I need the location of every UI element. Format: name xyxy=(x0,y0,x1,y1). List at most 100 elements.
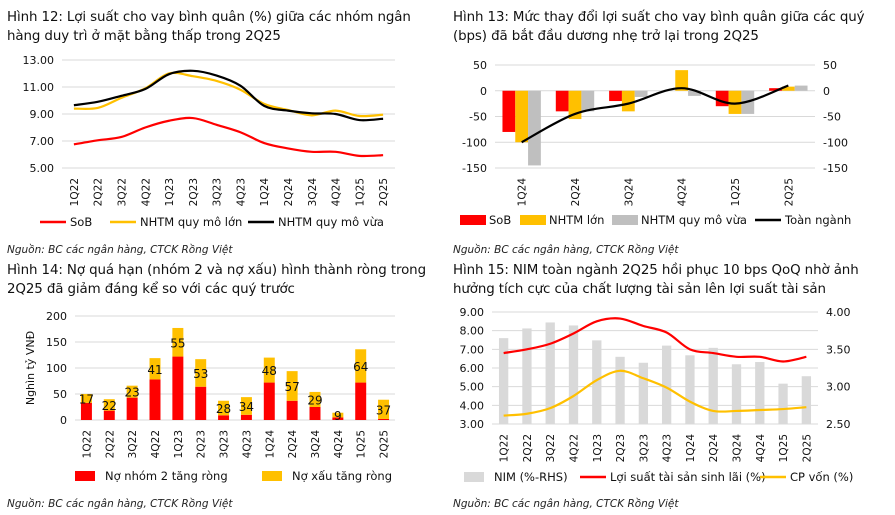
bar xyxy=(778,383,788,424)
x-tick-label: 2Q25 xyxy=(801,434,813,462)
bar-segment xyxy=(80,402,92,420)
y2-tick-label: 4.00 xyxy=(826,306,851,319)
legend-swatch xyxy=(464,472,484,482)
legend-label: NIM (%-RHS) xyxy=(494,470,568,484)
legend-label: NHTM lớn xyxy=(549,213,604,227)
bar xyxy=(675,70,689,91)
x-tick-label: 4Q23 xyxy=(662,434,674,462)
y2-tick-label: 0 xyxy=(823,85,830,98)
x-tick-label: 2Q24 xyxy=(570,178,582,207)
x-tick-label: 3Q22 xyxy=(545,434,557,462)
bar xyxy=(498,338,509,424)
bar xyxy=(685,355,695,424)
bar-segment xyxy=(263,382,275,420)
bar-segment xyxy=(218,415,230,420)
x-tick-label: 3Q22 xyxy=(116,178,128,206)
y-tick-label: 5.00 xyxy=(460,381,485,394)
bar xyxy=(728,90,742,114)
series-line xyxy=(503,369,807,417)
bar xyxy=(502,90,516,132)
bar xyxy=(621,90,635,112)
x-tick-label: 3Q23 xyxy=(219,430,231,458)
bar xyxy=(634,90,648,97)
figure-15-title: Hình 15: NIM toàn ngành 2Q25 hồi phục 10… xyxy=(453,263,859,297)
figure-14-title: Hình 14: Nợ quá hạn (nhóm 2 và nợ xấu) h… xyxy=(7,263,426,297)
y-tick-label: 100 xyxy=(46,362,67,375)
data-label: 48 xyxy=(262,364,277,378)
bar-segment xyxy=(355,382,367,420)
legend-label: SoB xyxy=(489,213,511,227)
legend-label: CP vốn (%) xyxy=(790,470,853,484)
bar-segment xyxy=(309,391,321,407)
legend-label: NHTM quy mô lớn xyxy=(140,215,242,229)
series-line xyxy=(73,71,384,118)
x-tick-label: 1Q25 xyxy=(356,430,368,458)
y2-tick-label: 2.50 xyxy=(826,418,851,431)
bar-segment xyxy=(195,386,207,420)
x-tick-label: 2Q22 xyxy=(104,430,116,458)
x-tick-label: 4Q22 xyxy=(150,430,162,458)
bar xyxy=(769,88,782,91)
series-line xyxy=(73,69,384,122)
y-tick-label: 4.00 xyxy=(460,399,485,412)
figure-15-source: Nguồn: BC các ngân hàng, CTCK Rồng Việt xyxy=(453,498,679,510)
y-tick-label: 3.00 xyxy=(460,418,485,431)
x-tick-label: 2Q24 xyxy=(708,434,720,463)
figure-13-title: Hình 13: Mức thay đổi lợi suất cho vay b… xyxy=(453,10,865,44)
data-label: 29 xyxy=(307,393,322,407)
bar xyxy=(581,90,595,112)
bar xyxy=(708,347,718,424)
y-tick-label: 150 xyxy=(46,336,67,349)
bar-segment xyxy=(172,356,184,420)
x-tick-label: 2Q23 xyxy=(188,178,200,206)
x-tick-label: 3Q22 xyxy=(127,430,139,458)
x-tick-label: 1Q24 xyxy=(685,434,697,463)
data-label: 57 xyxy=(285,380,300,394)
y-tick-label: 0 xyxy=(60,414,67,427)
x-tick-label: 3Q24 xyxy=(307,178,319,207)
bar xyxy=(615,356,625,424)
y2-tick-label: -50 xyxy=(823,111,841,124)
figure-14-source: Nguồn: BC các ngân hàng, CTCK Rồng Việt xyxy=(7,498,233,510)
x-tick-label: 1Q22 xyxy=(81,430,93,458)
data-label: 22 xyxy=(102,399,117,413)
data-label: 41 xyxy=(147,363,162,377)
data-label: 23 xyxy=(125,386,140,400)
x-tick-label: 4Q22 xyxy=(140,178,152,206)
x-tick-label: 2Q25 xyxy=(378,178,390,206)
x-tick-label: 2Q24 xyxy=(283,178,295,207)
x-tick-label: 1Q23 xyxy=(164,178,176,206)
bar-segment xyxy=(172,327,184,357)
y-tick-label: 200 xyxy=(46,310,67,323)
legend-label: Nợ nhóm 2 tăng ròng xyxy=(105,469,228,483)
bar-segment xyxy=(149,379,161,420)
y2-tick-label: 3.00 xyxy=(826,381,851,394)
figure-12-source: Nguồn: BC các ngân hàng, CTCK Rồng Việt xyxy=(7,244,233,256)
y-axis-label: Nghìn tỷ VNĐ xyxy=(24,331,37,405)
bar-segment xyxy=(263,357,275,383)
y-tick-label: -150 xyxy=(462,162,487,175)
x-tick-label: 1Q24 xyxy=(259,178,271,207)
y-tick-label: 5.00 xyxy=(30,162,55,175)
y-tick-label: 50 xyxy=(473,59,487,72)
x-tick-label: 2Q25 xyxy=(783,178,795,206)
bar xyxy=(592,340,602,424)
x-tick-label: 4Q24 xyxy=(755,434,767,463)
bar xyxy=(661,345,672,424)
bar-segment xyxy=(126,397,138,420)
bar xyxy=(794,85,808,91)
x-tick-label: 1Q24 xyxy=(517,178,529,207)
data-label: 53 xyxy=(193,367,208,381)
bar-segment xyxy=(240,397,252,415)
series-line xyxy=(73,116,384,158)
y2-tick-label: 3.50 xyxy=(826,343,851,356)
legend-label: Lợi suất tài sản sinh lãi (%) xyxy=(610,470,766,484)
y2-tick-label: 50 xyxy=(823,59,837,72)
bar-segment xyxy=(80,394,92,403)
legend-label: SoB xyxy=(70,215,92,229)
legend-label: Nợ xấu tăng ròng xyxy=(292,469,392,483)
y-tick-label: -100 xyxy=(462,136,487,149)
legend-label: NHTM quy mô vừa xyxy=(278,215,384,229)
bar xyxy=(522,328,532,424)
